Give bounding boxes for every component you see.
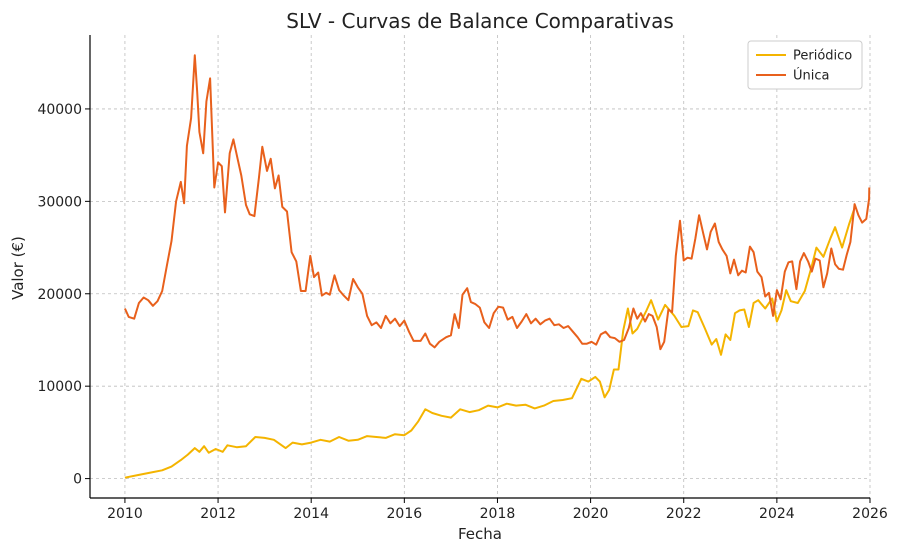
x-tick-label: 2016 <box>387 506 423 522</box>
y-tick-label: 30000 <box>37 194 82 210</box>
x-tick-label: 2020 <box>573 506 609 522</box>
chart-title: SLV - Curvas de Balance Comparativas <box>286 9 674 33</box>
grid <box>90 35 871 498</box>
axes <box>89 35 870 499</box>
x-axis-label: Fecha <box>458 525 502 543</box>
series-lines <box>123 54 871 479</box>
series-line-unica <box>123 54 871 351</box>
x-tick-label: 2014 <box>293 506 329 522</box>
x-tick-label: 2018 <box>480 506 516 522</box>
x-tick-label: 2024 <box>759 506 795 522</box>
legend-box <box>747 40 863 90</box>
x-tick-label: 2010 <box>107 506 143 522</box>
x-tick-label: 2026 <box>852 506 888 522</box>
y-tick-label: 10000 <box>37 379 82 395</box>
y-tick-label: 20000 <box>37 287 82 303</box>
y-axis-ticks: 0 10000 20000 30000 40000 <box>37 102 90 488</box>
x-axis-ticks: 2010 2012 2014 2016 2018 2020 2022 2024 2026 <box>107 498 888 522</box>
y-axis-label: Valor (€) <box>9 236 27 300</box>
y-tick-label: 0 <box>73 472 82 488</box>
x-tick-label: 2022 <box>666 506 702 522</box>
series-line-periodico <box>124 210 855 479</box>
y-tick-label: 40000 <box>37 102 82 118</box>
legend-label-periodico: Periódico <box>793 49 852 64</box>
legend-label-unica: Única <box>793 68 829 84</box>
x-tick-label: 2012 <box>200 506 236 522</box>
legend: Periódico Única <box>747 40 863 90</box>
